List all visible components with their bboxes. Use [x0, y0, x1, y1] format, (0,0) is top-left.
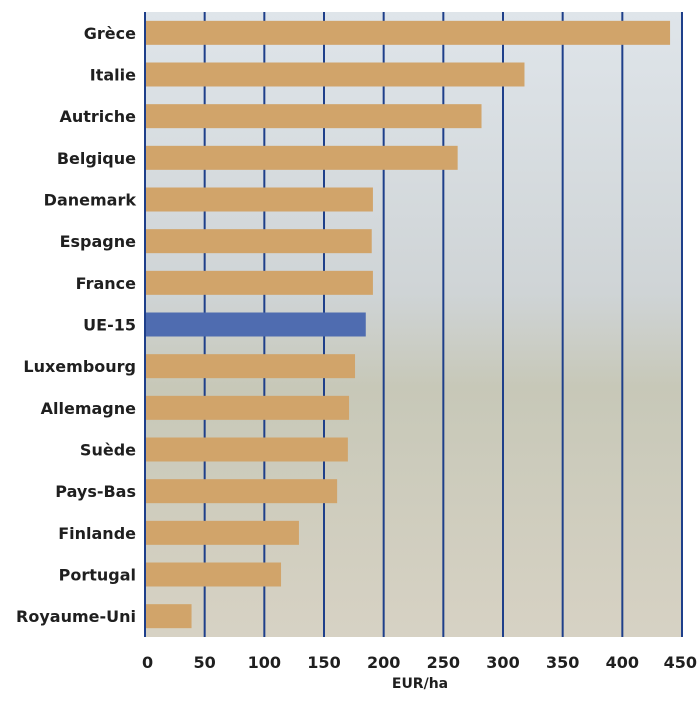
bar — [145, 229, 372, 254]
x-tick-label: 200 — [367, 653, 400, 672]
x-tick-label: 0 — [142, 653, 153, 672]
x-tick-label: 250 — [427, 653, 460, 672]
x-tick-label: 400 — [606, 653, 639, 672]
bar — [145, 354, 356, 379]
bar — [145, 520, 299, 545]
category-label: Finlande — [58, 524, 136, 543]
bar — [145, 145, 458, 170]
bar — [145, 104, 482, 129]
bar — [145, 479, 338, 504]
x-tick-label: 300 — [486, 653, 519, 672]
bar — [145, 395, 350, 420]
category-labels: Grèce Italie Autriche Belgique Danemark Espag… — [16, 24, 136, 626]
category-label: Luxembourg — [23, 357, 136, 376]
bar-highlight — [145, 312, 366, 337]
category-label: Belgique — [57, 149, 136, 168]
x-tick-label: 350 — [546, 653, 579, 672]
category-label: Italie — [90, 66, 136, 85]
x-tick-label: 150 — [307, 653, 340, 672]
bar — [145, 62, 525, 87]
category-label: Pays-Bas — [55, 482, 136, 501]
bars — [145, 20, 671, 629]
category-label: Allemagne — [41, 399, 137, 418]
category-label: Royaume-Uni — [16, 607, 136, 626]
x-tick-label: 450 — [664, 653, 697, 672]
bar — [145, 562, 282, 587]
bar — [145, 270, 373, 295]
x-tick-labels: 0 50 100 150 200 250 300 350 400 450 — [142, 653, 697, 672]
x-tick-label: 50 — [194, 653, 216, 672]
bar — [145, 437, 348, 462]
category-label: Grèce — [84, 24, 136, 43]
x-axis-title: EUR/ha — [392, 676, 448, 692]
category-label: Portugal — [59, 566, 136, 585]
category-label: Suède — [80, 441, 136, 460]
bar — [145, 187, 373, 212]
category-label: Espagne — [60, 232, 137, 251]
category-label: Autriche — [59, 107, 136, 126]
category-label: Danemark — [44, 191, 137, 210]
x-tick-label: 100 — [248, 653, 281, 672]
category-label: UE-15 — [83, 316, 136, 335]
category-label: France — [76, 274, 136, 293]
bar — [145, 20, 671, 45]
bar — [145, 604, 192, 629]
